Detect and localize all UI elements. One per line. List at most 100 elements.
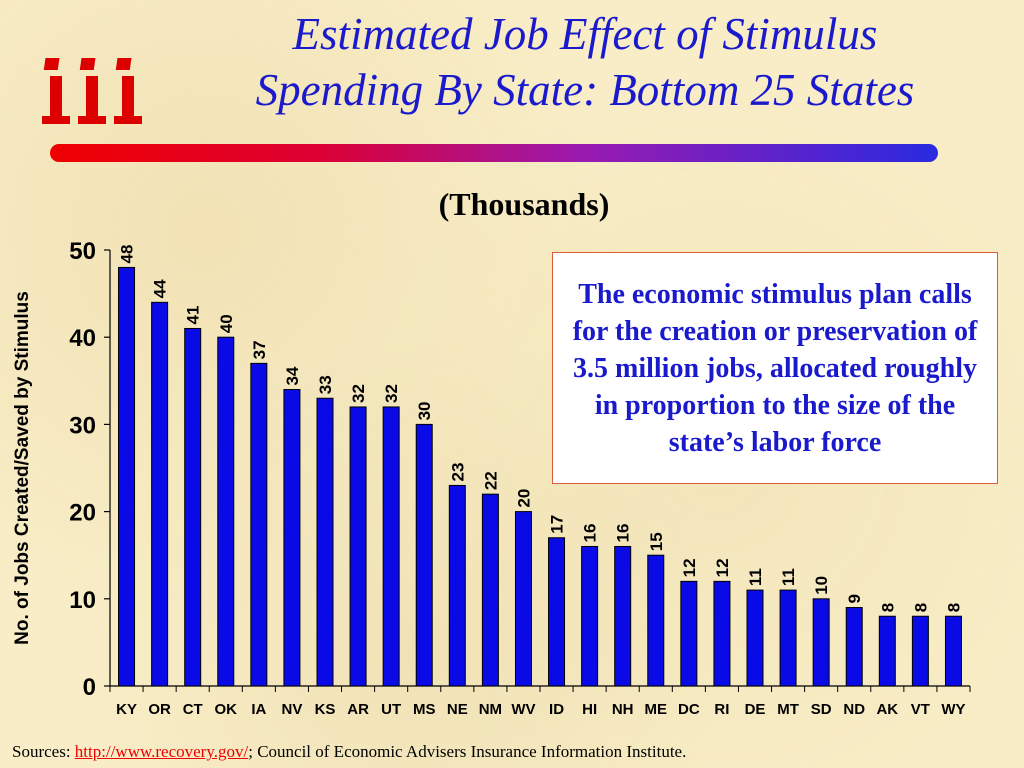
data-label: 23: [448, 463, 467, 482]
bar-WY: [944, 615, 962, 687]
x-tick-label: OK: [215, 701, 238, 718]
x-tick-label: AK: [876, 701, 898, 718]
bar-MS: [415, 423, 433, 687]
y-tick-label: 50: [69, 238, 96, 265]
data-label: 12: [713, 558, 732, 577]
logo-stem: [122, 76, 134, 122]
chart-title: (Thousands): [438, 186, 610, 222]
data-label: 8: [944, 603, 963, 612]
bar-NM: [481, 493, 499, 687]
bar-NV: [283, 389, 301, 687]
bar-IA: [250, 362, 268, 687]
bar-ID: [548, 537, 566, 687]
title-underline-bar: [50, 144, 938, 162]
x-tick-label: MT: [777, 701, 799, 718]
data-label: 44: [151, 279, 170, 298]
x-tick-label: ID: [549, 701, 564, 718]
bar-HI: [581, 545, 599, 687]
data-label: 32: [349, 384, 368, 403]
sources-label: Sources:: [12, 742, 75, 761]
data-label: 10: [812, 576, 831, 595]
logo-dot: [79, 58, 96, 70]
x-tick-label: WY: [941, 701, 965, 718]
x-tick-label: SD: [811, 701, 832, 718]
data-label: 40: [217, 314, 236, 333]
data-label: 32: [382, 384, 401, 403]
logo-stem: [50, 76, 62, 122]
bar-KS: [316, 397, 334, 687]
x-tick-label: VT: [911, 701, 930, 718]
bar-NE: [448, 484, 466, 687]
data-label: 34: [283, 366, 302, 385]
data-label: 17: [548, 515, 567, 534]
bar-RI: [713, 580, 731, 687]
bar-OK: [217, 336, 235, 687]
logo-foot: [114, 116, 142, 124]
data-label: 37: [250, 340, 269, 359]
slide-title: Estimated Job Effect of Stimulus Spendin…: [160, 6, 1010, 118]
x-tick-label: NE: [447, 701, 468, 718]
y-tick-label: 40: [69, 325, 96, 352]
x-tick-label: CT: [183, 701, 203, 718]
x-tick-label: AR: [347, 701, 369, 718]
sources-rest: ; Council of Economic Advisers Insurance…: [248, 742, 687, 761]
data-label: 16: [581, 524, 600, 543]
x-tick-label: NV: [282, 701, 303, 718]
x-tick-label: OR: [148, 701, 171, 718]
bar-NH: [614, 545, 632, 687]
data-label: 41: [184, 306, 203, 325]
bar-UT: [382, 406, 400, 687]
x-tick-label: ME: [645, 701, 668, 718]
bar-OR: [151, 301, 169, 687]
data-label: 48: [118, 245, 137, 264]
bar-WV: [514, 511, 532, 687]
bar-KY: [118, 266, 136, 687]
logo-dot: [43, 58, 60, 70]
iii-logo: [42, 58, 142, 124]
bar-CT: [184, 327, 202, 687]
data-label: 9: [845, 594, 864, 603]
sources-footer: Sources: http://www.recovery.gov/; Counc…: [12, 742, 686, 762]
x-tick-label: KY: [116, 701, 137, 718]
data-label: 8: [878, 603, 897, 612]
x-tick-label: NH: [612, 701, 634, 718]
x-tick-label: DE: [745, 701, 766, 718]
y-tick-label: 30: [69, 412, 96, 439]
bar-DC: [680, 580, 698, 687]
bar-DE: [746, 589, 764, 687]
logo-stem: [86, 76, 98, 122]
title-line-1: Estimated Job Effect of Stimulus: [292, 9, 878, 59]
x-tick-label: RI: [714, 701, 729, 718]
bar-AR: [349, 406, 367, 687]
y-axis-label: No. of Jobs Created/Saved by Stimulus: [12, 291, 33, 645]
x-tick-label: UT: [381, 701, 401, 718]
data-label: 22: [481, 471, 500, 490]
note-text: The economic stimulus plan calls for the…: [572, 278, 978, 458]
title-line-2: Spending By State: Bottom 25 States: [255, 65, 915, 115]
logo-dot: [115, 58, 132, 70]
y-tick-label: 10: [69, 587, 96, 614]
x-tick-label: MS: [413, 701, 436, 718]
x-tick-label: IA: [251, 701, 266, 718]
logo-foot: [42, 116, 70, 124]
logo-foot: [78, 116, 106, 124]
data-label: 33: [316, 375, 335, 394]
y-tick-label: 0: [83, 674, 96, 701]
note-box: The economic stimulus plan calls for the…: [552, 252, 998, 484]
x-tick-label: KS: [315, 701, 336, 718]
x-tick-label: WV: [511, 701, 535, 718]
x-tick-label: HI: [582, 701, 597, 718]
data-label: 16: [614, 524, 633, 543]
data-label: 30: [415, 401, 434, 420]
bar-AK: [878, 615, 896, 687]
data-label: 8: [911, 603, 930, 612]
x-tick-label: ND: [843, 701, 865, 718]
x-tick-label: DC: [678, 701, 700, 718]
recovery-gov-link[interactable]: http://www.recovery.gov/: [74, 742, 249, 761]
x-tick-label: NM: [479, 701, 502, 718]
bar-MT: [779, 589, 797, 687]
data-label: 15: [647, 532, 666, 551]
data-label: 12: [680, 558, 699, 577]
bar-ND: [845, 607, 863, 687]
